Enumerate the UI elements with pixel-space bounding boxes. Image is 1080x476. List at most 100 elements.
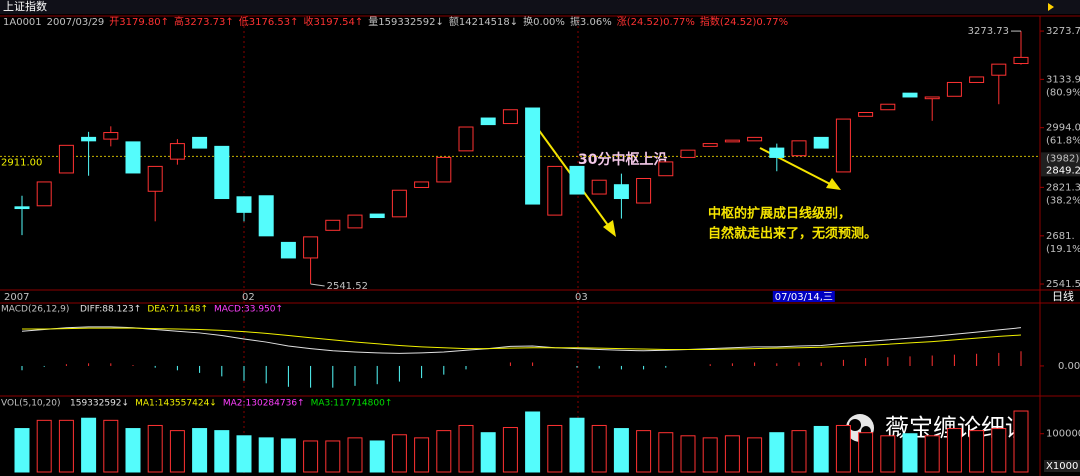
volume-bar: [991, 428, 1007, 473]
candle-body: [436, 156, 452, 183]
macd-line: [22, 327, 1022, 350]
candle-body: [569, 165, 585, 195]
volume-bar: [325, 440, 341, 473]
y-tick-label: 3133.99: [1046, 74, 1080, 85]
volume-bar: [103, 419, 119, 473]
candle-body: [303, 236, 319, 259]
candle-body: [591, 179, 607, 195]
volume-bar: [835, 424, 851, 473]
volume-bar: [347, 437, 363, 473]
nav-arrow[interactable]: [1048, 3, 1054, 11]
y-tick-label: 3273.73: [1046, 26, 1080, 37]
candle-body: [347, 214, 363, 229]
volume-bar: [436, 430, 452, 473]
volume-bar: [14, 428, 30, 473]
candle-body: [214, 145, 230, 200]
candle-body: [680, 149, 696, 158]
volume-bar: [946, 428, 962, 473]
volume-bar: [125, 428, 141, 473]
legend-item: DEA:71.148↑: [147, 305, 208, 315]
low-label: 2541.52: [327, 281, 368, 292]
x-tick-label: 2007: [4, 292, 29, 303]
y-tick-label: 2541.5: [1046, 279, 1080, 290]
volume-bar: [880, 435, 896, 473]
volume-bar: [680, 435, 696, 473]
candle-body: [369, 213, 385, 219]
candle-body: [924, 96, 940, 100]
candle-body: [480, 117, 496, 126]
x-tick-label: 03: [575, 292, 588, 303]
y-tick-label: 2821.3: [1046, 182, 1080, 193]
chart-title: 上证指数: [3, 0, 47, 13]
candle-body: [769, 147, 785, 158]
candle-body: [613, 184, 629, 200]
title-bar: [0, 0, 1080, 14]
info-item: 高3273.73↑: [174, 15, 234, 28]
candle-body: [813, 136, 829, 149]
info-item: 指数(24.52)0.77%: [700, 15, 788, 28]
info-item: 低3176.53↑: [239, 15, 299, 28]
candle-body: [791, 140, 807, 157]
candle-body: [280, 241, 296, 259]
info-item: 振3.06%: [570, 15, 612, 28]
candle-body: [502, 109, 518, 125]
fib-label: (38.2%): [1046, 195, 1080, 206]
low-pointer: [310, 283, 325, 287]
volume-bar: [147, 424, 163, 473]
volume-bar: [502, 427, 518, 473]
legend-item: 159332592↓: [70, 399, 129, 409]
info-item: 1A0001: [3, 17, 42, 28]
volume-bar: [813, 425, 829, 473]
volume-bar: [858, 432, 874, 473]
volume-bar: [525, 411, 541, 473]
candle-body: [702, 143, 718, 147]
candle-body: [724, 139, 740, 143]
legend-item: MACD:33.950↑: [214, 305, 283, 315]
volume-bar: [192, 428, 208, 473]
volume-bar: [258, 437, 274, 473]
candle-body: [258, 195, 274, 237]
volume-bar: [613, 428, 629, 473]
x-tick-label: 07/03/14,三: [775, 292, 833, 303]
macd-line: [21, 326, 1022, 354]
candle-body: [547, 165, 563, 216]
candle-body: [458, 126, 474, 152]
volume-bar: [724, 435, 740, 473]
volume-bar: [636, 430, 652, 473]
info-item: 开3179.80↑: [109, 17, 169, 28]
candle-body: [192, 136, 208, 149]
y-tick-label: 100000: [1046, 429, 1080, 440]
x-tick-label: 02: [242, 292, 255, 303]
ref-label: 2911.00: [1, 157, 42, 168]
legend-item: DIFF:88.123↑: [80, 305, 141, 315]
info-item: 收3197.54↑: [304, 15, 364, 28]
candle-body: [902, 92, 918, 98]
volume-bar: [369, 440, 385, 473]
legend-item: MA2:130284736↑: [223, 399, 305, 409]
volume-bar: [414, 437, 430, 473]
fib-label: (61.8%): [1046, 136, 1080, 147]
candle-body: [36, 181, 52, 207]
candle-body: [969, 76, 985, 83]
y-tick-label: 2994.0: [1046, 123, 1080, 134]
candle-body: [236, 196, 252, 213]
info-item: 换0.00%: [523, 15, 565, 28]
high-label: 3273.73: [968, 26, 1009, 37]
candle-body: [880, 103, 896, 111]
last-marker-box: [1041, 152, 1080, 177]
volume-bar: [1013, 410, 1029, 473]
y-tick-label: 2681.: [1046, 231, 1075, 242]
fib-label: (19.1%): [1046, 244, 1080, 255]
volume-bar: [547, 424, 563, 473]
candle-body: [125, 141, 141, 174]
volume-bar: [591, 424, 607, 473]
volume-bar: [658, 432, 674, 473]
volume-bar: [480, 432, 496, 473]
candle-body: [391, 189, 407, 218]
candle-body: [81, 136, 97, 142]
candle-body: [169, 143, 185, 160]
last-marker: (3982): [1046, 153, 1079, 164]
annotation: 中枢的扩展成日线级别，: [708, 206, 851, 222]
candle-body: [991, 63, 1007, 76]
volume-bar: [81, 417, 97, 473]
